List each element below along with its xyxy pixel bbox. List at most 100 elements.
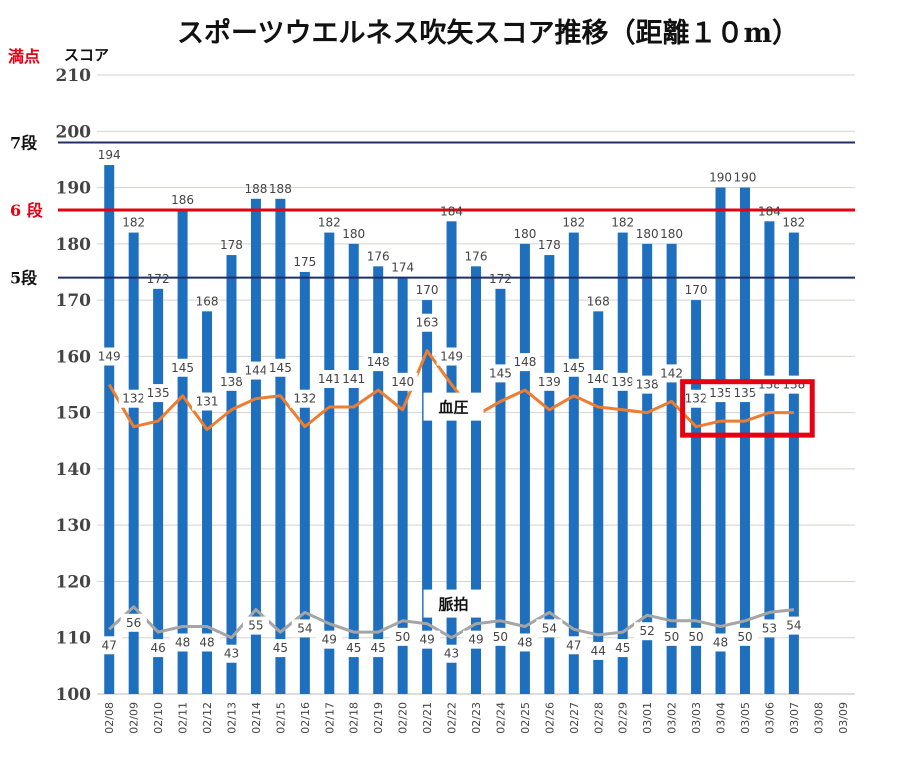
pulse-label: 56 xyxy=(126,616,141,630)
label-box xyxy=(683,627,710,646)
y-tick-label: 160 xyxy=(56,347,92,367)
label-box xyxy=(463,630,489,649)
y-tick-label: 130 xyxy=(56,516,92,536)
x-tick-label: 02/19 xyxy=(372,702,385,734)
label-box xyxy=(365,639,392,658)
pulse-label: 52 xyxy=(640,624,655,638)
label-box xyxy=(534,372,565,391)
bar xyxy=(348,243,359,694)
label-box xyxy=(756,619,783,638)
reference-line-label: 7段 xyxy=(10,134,38,153)
bar-value-label: 180 xyxy=(636,227,659,241)
label-box xyxy=(705,384,736,403)
highlight-box xyxy=(680,379,815,438)
blood-pressure-label: 132 xyxy=(122,392,145,406)
x-tick-label: 02/29 xyxy=(617,702,630,734)
label-box xyxy=(731,627,758,646)
bar xyxy=(764,221,775,695)
bar xyxy=(275,198,286,695)
blood-pressure-label: 142 xyxy=(660,366,683,380)
label-box xyxy=(316,630,343,649)
x-tick-label: 02/11 xyxy=(177,702,190,734)
label-box xyxy=(118,389,149,408)
label-box xyxy=(218,644,245,663)
x-tick-label: 03/06 xyxy=(763,702,776,734)
x-tick-label: 02/21 xyxy=(421,702,434,734)
blood-pressure-label: 145 xyxy=(171,361,194,375)
label-box xyxy=(707,633,734,652)
legend-label: 血圧 xyxy=(439,399,469,417)
bar-value-label: 170 xyxy=(416,283,439,297)
x-tick-label: 02/27 xyxy=(568,702,581,734)
pulse-label: 46 xyxy=(150,641,165,655)
label-box xyxy=(387,372,418,391)
x-tick-label: 02/15 xyxy=(274,702,287,734)
pulse-label: 45 xyxy=(346,641,361,655)
x-tick-label: 03/07 xyxy=(788,702,801,734)
y-tick-label: 110 xyxy=(56,629,92,649)
x-tick-label: 02/16 xyxy=(299,702,312,734)
label-box xyxy=(340,639,367,658)
pulse-label: 55 xyxy=(248,619,263,633)
blood-pressure-label: 139 xyxy=(538,375,561,389)
x-tick-label: 02/09 xyxy=(128,702,141,734)
bar xyxy=(324,232,335,694)
x-tick-label: 02/18 xyxy=(348,702,361,734)
blood-pressure-label: 139 xyxy=(611,375,634,389)
bar-value-label: 180 xyxy=(513,227,536,241)
bar xyxy=(202,311,213,694)
pulse-label: 49 xyxy=(468,633,483,647)
bar-value-label: 172 xyxy=(147,272,170,286)
reference-lines: 7段 6 段 5段 xyxy=(10,134,855,288)
pulse-label: 54 xyxy=(786,619,801,633)
blood-pressure-label: 163 xyxy=(416,316,439,330)
label-box xyxy=(632,375,663,394)
y-tick-label: 180 xyxy=(56,235,92,255)
bar xyxy=(446,221,457,695)
label-box xyxy=(120,613,147,632)
x-tick-label: 02/23 xyxy=(470,702,483,734)
blood-pressure-label: 138 xyxy=(220,375,243,389)
bar-value-label: 172 xyxy=(489,272,512,286)
bar xyxy=(739,187,750,694)
label-box xyxy=(314,370,345,389)
y-tick-label: 170 xyxy=(56,291,92,311)
max-score-label: 満点 xyxy=(8,47,40,66)
x-tick-label: 02/08 xyxy=(103,702,116,734)
bar xyxy=(642,243,653,694)
bar-value-label: 182 xyxy=(318,216,341,230)
bar xyxy=(128,232,139,694)
legend-box xyxy=(423,392,484,421)
bar xyxy=(666,243,677,694)
y-ticks: 100 110 120 130 140 150 160 170 180 190 200 210 xyxy=(56,66,92,705)
bar xyxy=(226,255,237,694)
reference-line-label: 5段 xyxy=(10,269,38,288)
label-box xyxy=(509,353,540,372)
pulse-label: 48 xyxy=(199,635,214,649)
reference-line-label: 6 段 xyxy=(10,201,44,220)
bar-value-label: 194 xyxy=(98,148,121,162)
x-tick-label: 02/12 xyxy=(201,702,214,734)
bar-value-label: 175 xyxy=(293,255,316,269)
x-tick-label: 03/04 xyxy=(715,702,728,734)
pulse-label: 48 xyxy=(713,635,728,649)
bar xyxy=(495,288,506,694)
x-ticks: 02/08 02/09 02/10 02/11 02/12 02/13 02/14 02/15… xyxy=(103,702,850,734)
label-box xyxy=(487,627,514,646)
pulse-label: 43 xyxy=(444,647,459,661)
bar-value-label: 182 xyxy=(782,216,805,230)
bar-value-label: 180 xyxy=(660,227,683,241)
bar-value-label: 186 xyxy=(171,193,194,207)
label-box xyxy=(780,616,807,635)
pulse-label: 54 xyxy=(297,621,312,635)
bar-value-label: 174 xyxy=(391,261,414,275)
y-tick-label: 150 xyxy=(56,404,92,424)
pulse-label: 50 xyxy=(395,630,410,644)
bar-value-label: 184 xyxy=(758,204,781,218)
x-tick-label: 03/01 xyxy=(641,702,654,734)
label-box xyxy=(560,636,587,655)
blood-pressure-label: 138 xyxy=(636,378,659,392)
pulse-label: 45 xyxy=(371,641,386,655)
bar xyxy=(471,266,481,694)
